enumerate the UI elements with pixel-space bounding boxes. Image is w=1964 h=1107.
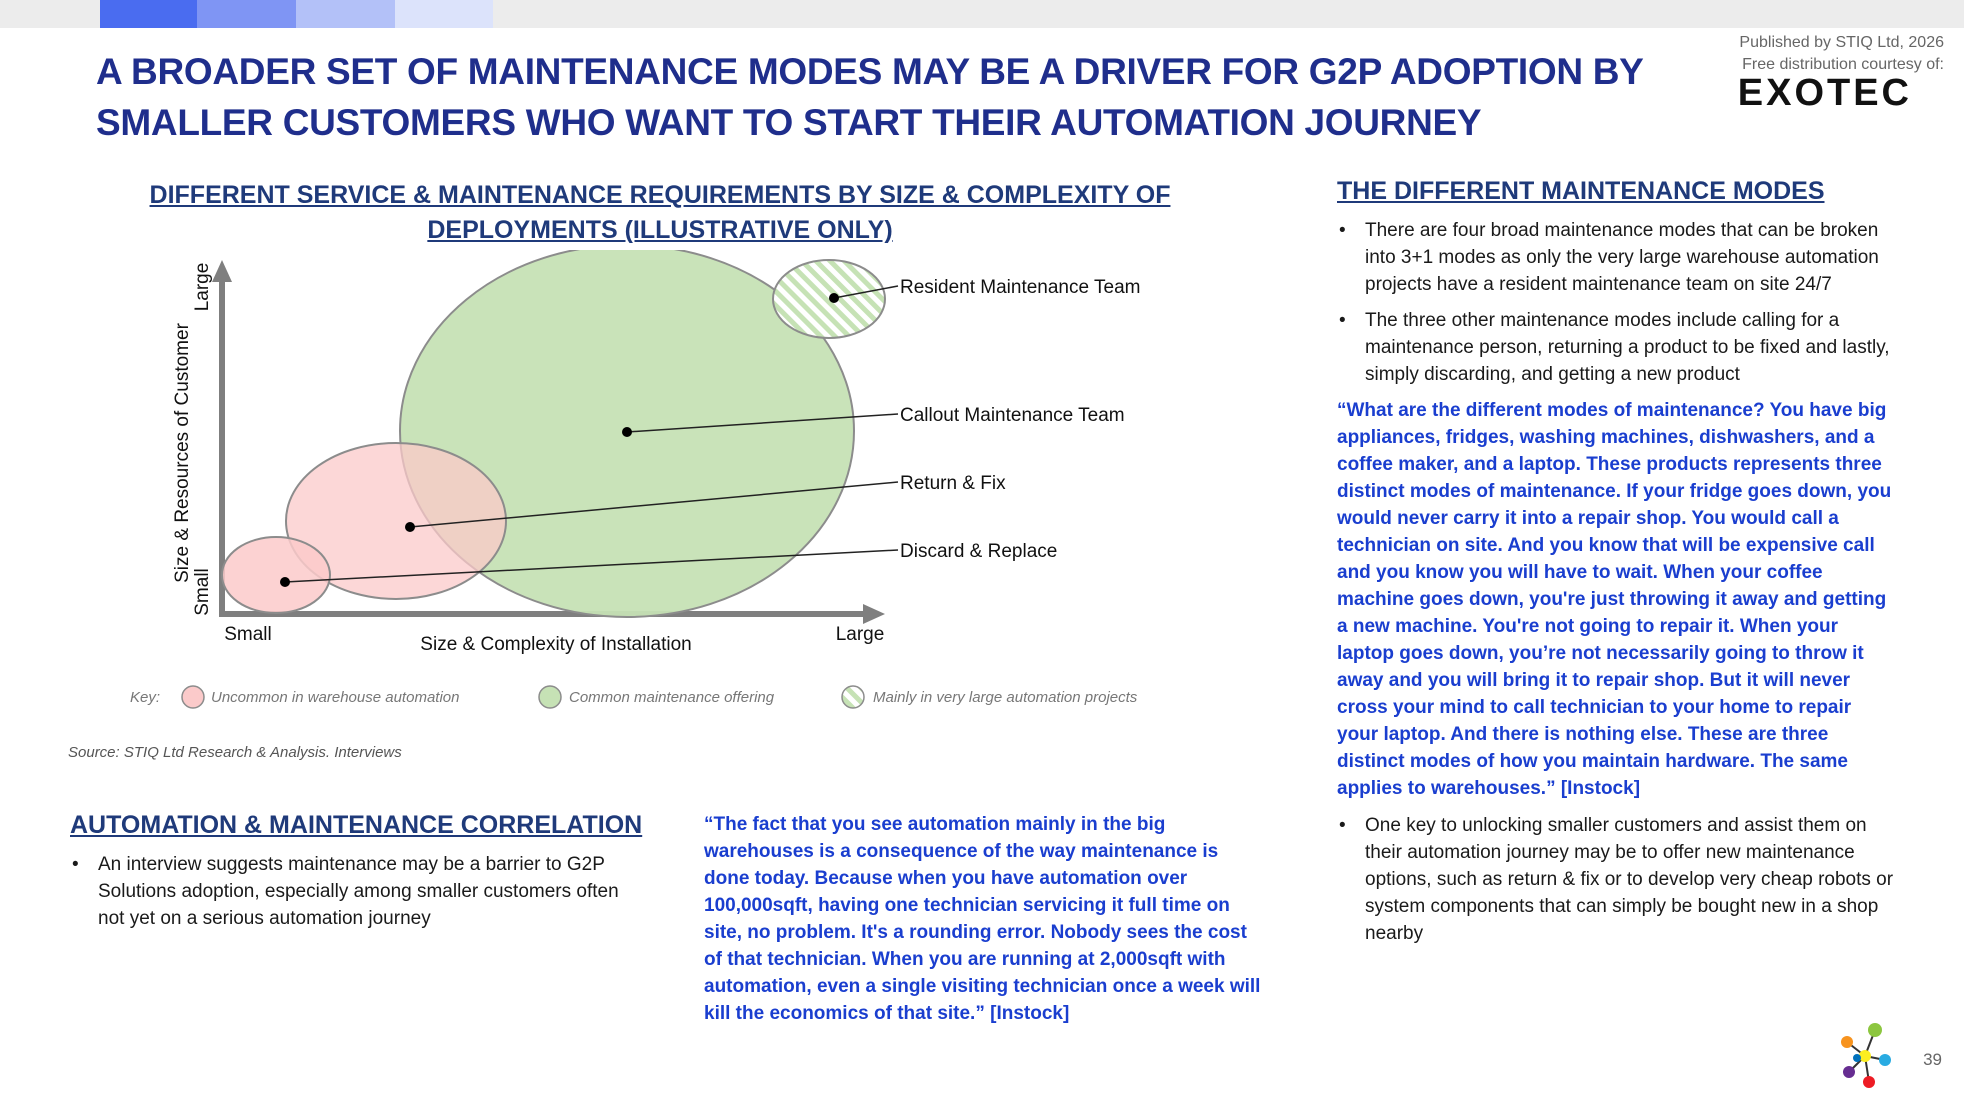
x-axis-arrow — [863, 604, 885, 624]
modes-bullet-2: The three other maintenance modes includ… — [1337, 307, 1897, 388]
resident-leader — [833, 285, 899, 299]
key-label: Key: — [130, 689, 160, 706]
resident-bubble — [772, 259, 886, 339]
publisher-line: Published by STIQ Ltd, 2026 — [1739, 34, 1944, 51]
top-color-bar — [0, 0, 1964, 28]
return-fix-leader — [409, 481, 899, 528]
key-common-text: Common maintenance offering — [569, 689, 775, 706]
discard-dot — [280, 577, 290, 587]
left-quote: “The fact that you see automation mainly… — [704, 814, 1261, 1024]
modes-bullet-1: There are four broad maintenance modes t… — [1337, 217, 1897, 298]
discard-label: Discard & Replace — [900, 541, 1057, 562]
publisher-note: Published by STIQ Ltd, 2026 Free distrib… — [1739, 32, 1944, 76]
correlation-heading: AUTOMATION & MAINTENANCE CORRELATION — [70, 811, 643, 839]
key-large-text: Mainly in very large automation projects — [873, 689, 1138, 706]
resident-label: Resident Maintenance Team — [900, 277, 1140, 298]
key-uncommon-swatch — [181, 685, 205, 709]
x-axis-high: Large — [836, 624, 885, 645]
key-common-swatch — [538, 685, 562, 709]
y-axis-low: Small — [192, 568, 213, 616]
y-axis-arrow — [212, 260, 232, 282]
key-uncommon-text: Uncommon in warehouse automation — [211, 689, 459, 706]
chart-title: DIFFERENT SERVICE & MAINTENANCE REQUIREM… — [149, 181, 1171, 244]
modes-bullet-3: One key to unlocking smaller customers a… — [1337, 812, 1897, 947]
modes-quote: “What are the different modes of mainten… — [1337, 400, 1892, 799]
sponsor-logo: EXOTEC — [1737, 72, 1912, 114]
page-title: A BROADER SET OF MAINTENANCE MODES MAY B… — [96, 51, 1643, 143]
resident-dot — [829, 293, 839, 303]
source-note: Source: STIQ Ltd Research & Analysis. In… — [68, 744, 402, 761]
stiq-logo-icon — [1841, 1023, 1891, 1088]
x-axis-label: Size & Complexity of Installation — [420, 634, 691, 655]
return-fix-bubble — [285, 442, 507, 600]
maintenance-bubble-diagram: Resident Maintenance Team Callout Mainte… — [130, 250, 1140, 709]
return-fix-dot — [405, 522, 415, 532]
x-axis-low: Small — [224, 624, 272, 645]
modes-heading: THE DIFFERENT MAINTENANCE MODES — [1337, 177, 1825, 205]
y-axis-high: Large — [192, 263, 213, 312]
modes-column: There are four broad maintenance modes t… — [1337, 217, 1897, 956]
return-fix-label: Return & Fix — [900, 473, 1006, 494]
page-number: 39 — [1923, 1050, 1942, 1069]
callout-leader — [626, 413, 899, 433]
discard-bubble — [221, 536, 331, 614]
y-axis-label: Size & Resources of Customer — [172, 322, 193, 582]
key-large-swatch — [841, 685, 865, 709]
callout-label: Callout Maintenance Team — [900, 405, 1125, 426]
discard-leader — [284, 549, 899, 583]
correlation-bullet: An interview suggests maintenance may be… — [70, 851, 640, 932]
callout-dot — [622, 427, 632, 437]
distribution-line: Free distribution courtesy of: — [1742, 56, 1944, 73]
correlation-bullets: An interview suggests maintenance may be… — [70, 851, 640, 941]
